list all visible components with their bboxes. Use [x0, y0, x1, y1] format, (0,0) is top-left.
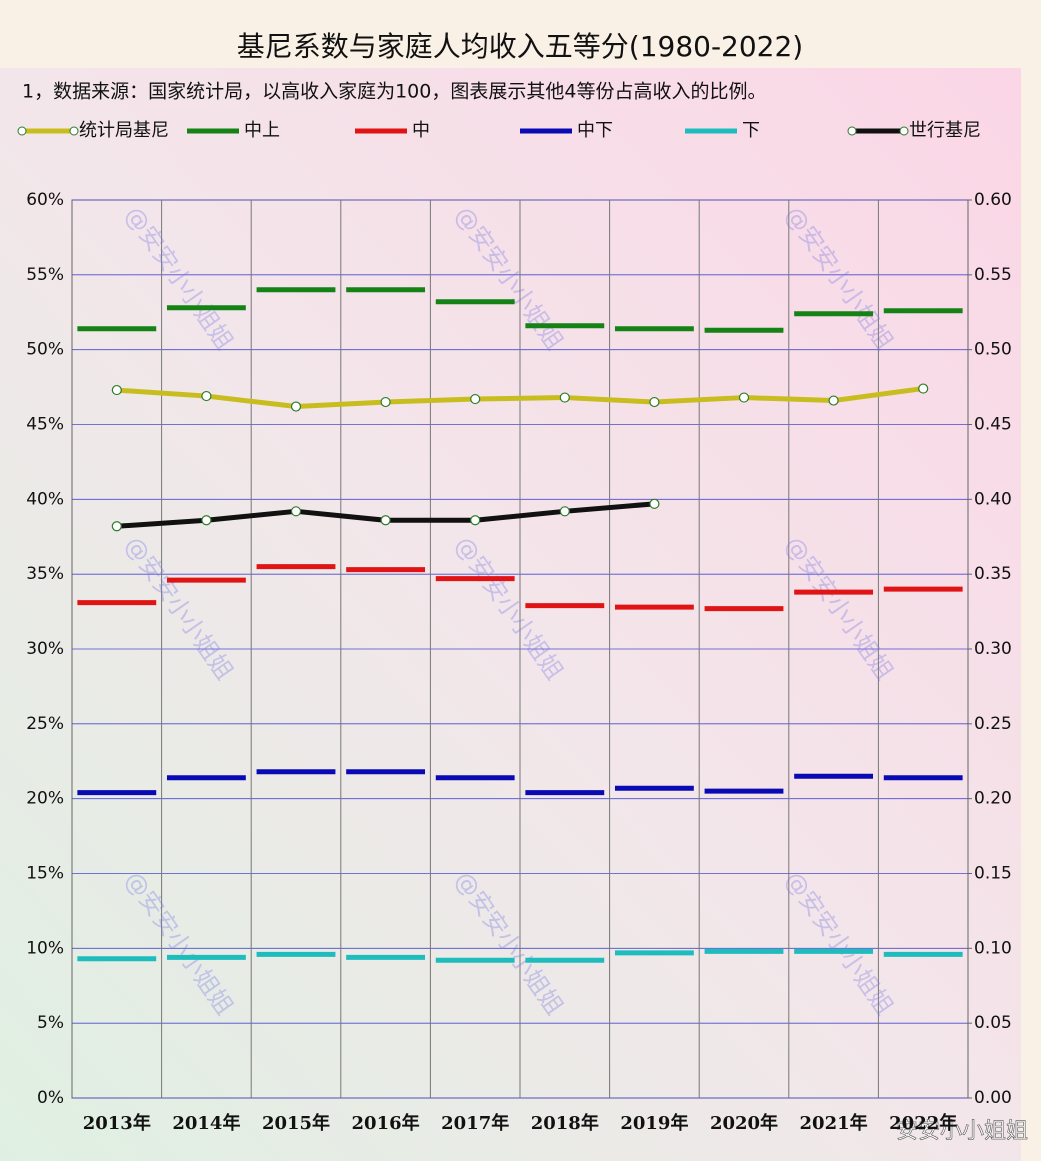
point — [559, 392, 570, 403]
y-tick-label: 10% — [26, 938, 64, 958]
x-tick-label: 2016年 — [352, 1112, 420, 1134]
legend-label: 世行基尼 — [909, 120, 981, 141]
legend-label: 中下 — [577, 120, 613, 141]
x-tick-label: 2015年 — [262, 1112, 330, 1134]
x-tick-label: 2019年 — [620, 1112, 688, 1134]
point — [290, 506, 302, 517]
legend-label: 中上 — [244, 120, 280, 141]
point — [201, 515, 212, 526]
y-tick-label: 45% — [26, 415, 64, 435]
point — [470, 515, 481, 526]
y-tick-label: 55% — [26, 265, 64, 285]
point — [559, 506, 570, 517]
legend-label: 统计局基尼 — [79, 120, 169, 141]
x-tick-label: 2018年 — [531, 1112, 599, 1134]
y2-tick-label: 0.00 — [974, 1088, 1012, 1108]
x-tick-label: 2022年 — [889, 1112, 957, 1134]
y2-tick-label: 0.25 — [974, 714, 1012, 734]
y2-tick-label: 0.10 — [974, 938, 1012, 958]
point — [828, 395, 839, 406]
legend-label: 下 — [742, 120, 760, 141]
point — [111, 521, 122, 532]
y2-tick-label: 0.60 — [974, 190, 1012, 210]
y2-tick-label: 0.30 — [974, 639, 1012, 659]
y2-tick-label: 0.05 — [974, 1013, 1012, 1033]
x-tick-label: 2013年 — [83, 1112, 151, 1134]
subtitle: 1，数据来源：国家统计局，以高收入家庭为100，图表展示其他4等份占高收入的比例… — [22, 81, 766, 103]
legend-marker — [17, 126, 27, 136]
point — [470, 393, 481, 405]
point — [380, 396, 391, 408]
point — [738, 392, 750, 403]
credit: 安安小小姐姐 — [896, 1119, 1028, 1144]
chart-title: 基尼系数与家庭人均收入五等分(1980-2022) — [237, 30, 803, 63]
x-tick-label: 2017年 — [441, 1112, 509, 1134]
y-tick-label: 50% — [26, 340, 64, 360]
legend-marker — [69, 126, 79, 136]
legend-label: 中 — [412, 120, 430, 141]
y2-tick-label: 0.20 — [974, 789, 1012, 809]
x-tick-label: 2021年 — [800, 1112, 868, 1134]
point — [649, 498, 660, 509]
y-tick-label: 0% — [37, 1088, 64, 1108]
y2-tick-label: 0.50 — [974, 340, 1012, 360]
y2-tick-label: 0.35 — [974, 564, 1012, 584]
point — [918, 383, 929, 394]
y-tick-label: 5% — [37, 1013, 64, 1033]
y-tick-label: 25% — [26, 714, 64, 734]
chart-area — [0, 68, 1021, 1161]
y-tick-label: 60% — [26, 190, 64, 210]
y2-tick-label: 0.15 — [974, 864, 1012, 884]
point — [201, 390, 212, 402]
legend-marker — [899, 126, 909, 136]
point — [111, 384, 122, 396]
y2-tick-label: 0.55 — [974, 265, 1012, 285]
line — [116, 386, 924, 410]
legend-marker — [847, 126, 857, 136]
x-tick-label: 2020年 — [710, 1112, 778, 1134]
y2-tick-label: 0.40 — [974, 489, 1012, 509]
y-tick-label: 15% — [26, 864, 64, 884]
x-tick-label: 2014年 — [172, 1112, 240, 1134]
y-tick-label: 30% — [26, 639, 64, 659]
y-tick-label: 40% — [26, 489, 64, 509]
point — [649, 396, 660, 408]
y-tick-label: 35% — [26, 564, 64, 584]
point — [380, 515, 391, 526]
y-tick-label: 20% — [26, 789, 64, 809]
point — [290, 401, 302, 412]
y2-tick-label: 0.45 — [974, 415, 1012, 435]
